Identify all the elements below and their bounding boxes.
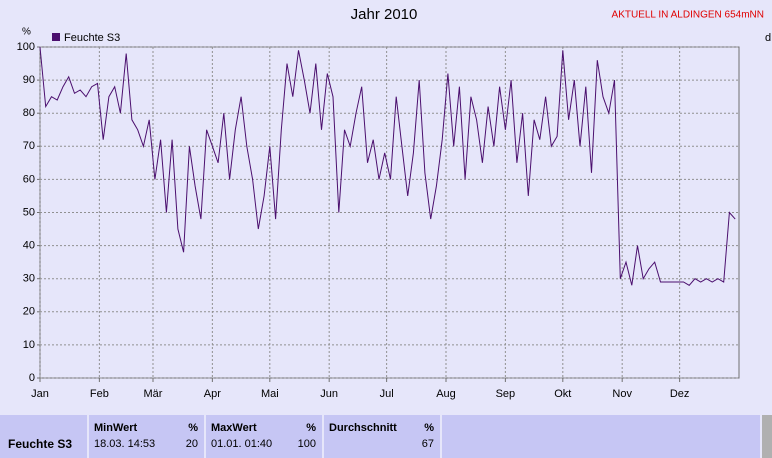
chart: Jahr 2010 AKTUELL IN ALDINGEN 654mNN d %… (17, 6, 771, 400)
x-tick-label: Jan (31, 388, 49, 400)
stats-time: 18.03. 14:53 (94, 438, 156, 450)
x-tick-label: Feb (90, 388, 109, 400)
x-tick-label: Nov (612, 388, 632, 400)
scroll-strip (762, 415, 772, 458)
stats-unit: % (424, 422, 434, 434)
y-tick-label: 30 (23, 273, 35, 285)
y-tick-label: 70 (23, 140, 35, 152)
data-line (39, 46, 736, 286)
stats-cell: MinWert % 18.03. 14:53 20 (89, 415, 204, 458)
stats-unit: % (188, 422, 198, 434)
stats-cell: MaxWert % 01.01. 01:40 100 (206, 415, 322, 458)
x-tick-label: Okt (554, 388, 571, 400)
x-tick-label: Sep (496, 388, 516, 400)
stats-value: 100 (297, 438, 316, 450)
x-tick-label: Mär (144, 388, 163, 400)
x-tick-label: Mai (261, 388, 279, 400)
stats-label-cell: Feuchte S3 (0, 415, 87, 458)
stats-value: 20 (185, 438, 198, 450)
x-tick-label: Aug (436, 388, 456, 400)
y-tick-label: 100 (17, 41, 35, 53)
legend-label: Feuchte S3 (64, 32, 120, 44)
x-tick-label: Dez (670, 388, 690, 400)
y-tick-label: 90 (23, 74, 35, 86)
chart-title: Jahr 2010 (351, 6, 418, 23)
stats-value: 67 (421, 438, 434, 450)
x-tick-label: Jun (320, 388, 338, 400)
stats-unit: % (306, 422, 316, 434)
y-tick-label: 0 (29, 372, 35, 384)
location-note: AKTUELL IN ALDINGEN 654mNN (612, 10, 764, 21)
stats-name: Feuchte S3 (8, 437, 73, 451)
y-tick-label: 80 (23, 107, 35, 119)
legend-swatch (52, 33, 60, 41)
stats-cell: Durchschnitt % 67 (324, 415, 440, 458)
y-tick-label: 50 (23, 206, 35, 218)
stats-title: MinWert (94, 422, 138, 434)
stats-title: Durchschnitt (329, 422, 397, 434)
edge-label: d (765, 32, 771, 44)
y-tick-label: 10 (23, 339, 35, 351)
stats-time: 01.01. 01:40 (211, 438, 273, 450)
x-tick-label: Jul (380, 388, 394, 400)
y-tick-label: 40 (23, 240, 35, 252)
stats-title: MaxWert (211, 422, 257, 434)
y-axis-label: % (22, 27, 31, 38)
stats-empty-cell (442, 415, 760, 458)
y-tick-label: 20 (23, 306, 35, 318)
x-tick-label: Apr (204, 388, 221, 400)
y-tick-label: 60 (23, 173, 35, 185)
